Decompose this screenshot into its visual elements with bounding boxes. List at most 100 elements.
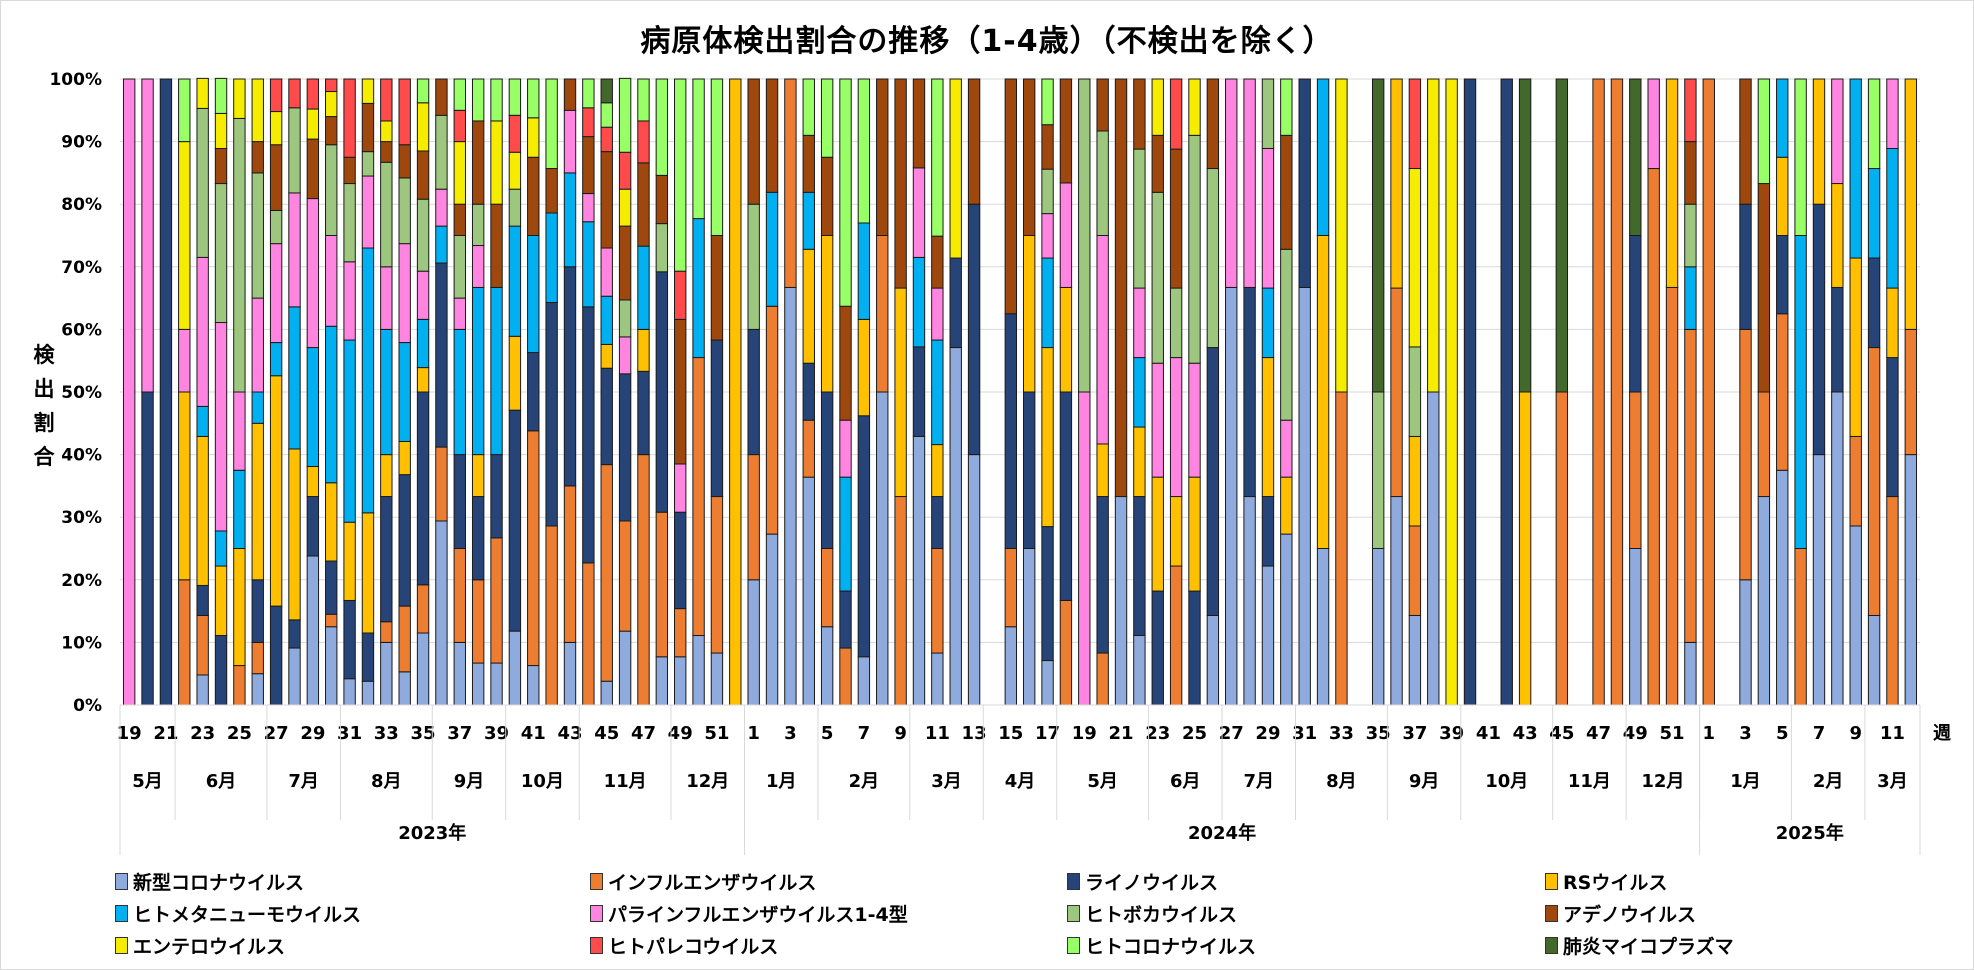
- x-tick-label-week: 47: [1586, 723, 1611, 744]
- bar-segment-para: [1169, 357, 1183, 498]
- y-axis-label-char: 検: [33, 343, 55, 367]
- bar-segment-rhino: [269, 605, 283, 706]
- legend-swatch: [115, 905, 128, 922]
- bar-segment-flu: [196, 614, 209, 676]
- bar-segment-covid: [1133, 635, 1146, 706]
- bar-segment-para: [1280, 419, 1293, 478]
- bar-segment-para: [1188, 362, 1201, 478]
- bar-segment-adeno: [802, 134, 815, 193]
- bar-segment-covid: [710, 652, 724, 706]
- bar-segment-rhino: [141, 391, 154, 706]
- x-tick-label-week: 47: [631, 723, 656, 744]
- bar-segment-flu: [1776, 313, 1789, 471]
- bar-segment-para: [931, 287, 944, 341]
- bar-segment-boca: [508, 188, 522, 227]
- bar-segment-pareco: [453, 109, 466, 143]
- bar-segment-flu: [1665, 286, 1679, 706]
- bar-segment-boca: [269, 209, 283, 245]
- bar-segment-flu: [233, 665, 246, 706]
- bar-segment-adeno: [582, 136, 595, 195]
- bar-segment-para: [325, 235, 338, 327]
- y-tick-label: 40%: [61, 446, 102, 466]
- bar-segment-covid: [380, 641, 393, 706]
- bar-segment-flu: [1757, 391, 1771, 498]
- bar-segment-rs: [398, 440, 411, 476]
- bar-segment-flu: [490, 537, 503, 664]
- bar-segment-hmpv: [435, 225, 448, 264]
- bar-segment-hcov: [674, 78, 687, 272]
- bar-segment-covid: [1776, 469, 1789, 706]
- x-axis-unit-label: 週: [1933, 723, 1951, 744]
- x-tick-label-week: 7: [858, 723, 871, 744]
- bar-segment-rhino: [1629, 235, 1642, 393]
- bar-segment-hmpv: [582, 221, 595, 308]
- x-tick-label-week: 39: [1439, 723, 1464, 744]
- legend-label: ヒトコロナウイルス: [1085, 936, 1257, 958]
- bar-segment-adeno: [618, 225, 632, 301]
- bar-segment-flu: [600, 464, 613, 682]
- x-tick-label-week: 23: [190, 723, 215, 744]
- bar-segment-hcov: [618, 77, 632, 153]
- bar-segment-para: [582, 193, 595, 223]
- bar-segment-rs: [931, 444, 944, 498]
- bar-segment-covid: [1757, 496, 1771, 706]
- bar-segment-hcov: [637, 78, 650, 122]
- bar-segment-hmpv: [545, 212, 558, 303]
- bar-segment-hcov: [416, 78, 430, 104]
- bar-segment-rhino: [435, 262, 448, 448]
- bar-segment-entero: [1188, 78, 1201, 136]
- bar-segment-hcov: [931, 78, 944, 237]
- x-tick-label-week: 19: [1072, 723, 1097, 744]
- legend-swatch: [1545, 905, 1558, 922]
- bar-segment-adeno: [435, 78, 448, 116]
- x-month-label: 8月: [1326, 771, 1357, 792]
- x-month-label: 11月: [1568, 771, 1611, 792]
- bar-segment-flu: [1555, 391, 1569, 706]
- bar-segment-covid: [1408, 614, 1422, 706]
- bar-segment-entero: [949, 78, 962, 259]
- x-month-label: 12月: [686, 771, 729, 792]
- x-month-label: 6月: [206, 771, 237, 792]
- bar-segment-flu: [692, 357, 705, 637]
- bar-segment-flu: [582, 562, 595, 706]
- bar-segment-flu: [637, 454, 650, 706]
- bar-segment-hcov: [582, 78, 595, 109]
- bar-segment-rs: [1041, 347, 1054, 528]
- bar-segment-covid: [1298, 286, 1311, 706]
- bar-segment-covid: [1904, 454, 1918, 706]
- bar-segment-boca: [233, 117, 246, 393]
- bar-segment-entero: [453, 141, 466, 205]
- bar-segment-para: [471, 245, 485, 288]
- bar-segment-hmpv: [1849, 78, 1862, 259]
- x-month-label: 7月: [288, 771, 319, 792]
- bar-segment-rs: [600, 343, 613, 369]
- bar-segment-pareco: [674, 270, 687, 320]
- bar-segment-hmpv: [398, 342, 411, 442]
- legend-swatch: [1067, 873, 1080, 890]
- bar-segment-hcov: [600, 102, 613, 128]
- x-tick-label-week: 29: [1255, 723, 1280, 744]
- bar-segment-para: [178, 328, 191, 393]
- x-tick-label-week: 3: [1739, 723, 1752, 744]
- bar-segment-rs: [802, 248, 815, 364]
- x-month-label: 5月: [132, 771, 163, 792]
- bar-segment-para: [618, 336, 632, 375]
- bar-segment-rhino: [710, 339, 724, 498]
- bar-segment-rhino: [490, 454, 503, 539]
- bar-segment-para: [196, 256, 209, 407]
- bar-segment-boca: [251, 172, 264, 299]
- bar-segment-adeno: [545, 168, 558, 214]
- bar-segment-boca: [1684, 203, 1697, 268]
- bar-segment-rhino: [820, 391, 834, 549]
- x-tick-label-week: 1: [747, 723, 760, 744]
- y-tick-label: 0%: [73, 696, 102, 716]
- legend-label: 新型コロナウイルス: [133, 872, 305, 894]
- x-month-label: 2月: [1813, 771, 1844, 792]
- y-axis-label-char: 合: [33, 445, 55, 469]
- chart-title: 病原体検出割合の推移（1-4歳）（不検出を除く）: [640, 24, 1334, 59]
- bar-segment-flu: [765, 305, 779, 535]
- bar-segment-adeno: [563, 78, 577, 111]
- bar-segment-adeno: [1684, 141, 1697, 205]
- x-tick-label-week: 33: [374, 723, 399, 744]
- stacked-bar-chart: 0%10%20%30%40%50%60%70%80%90%100%19 21 23 2…: [49, 70, 1951, 855]
